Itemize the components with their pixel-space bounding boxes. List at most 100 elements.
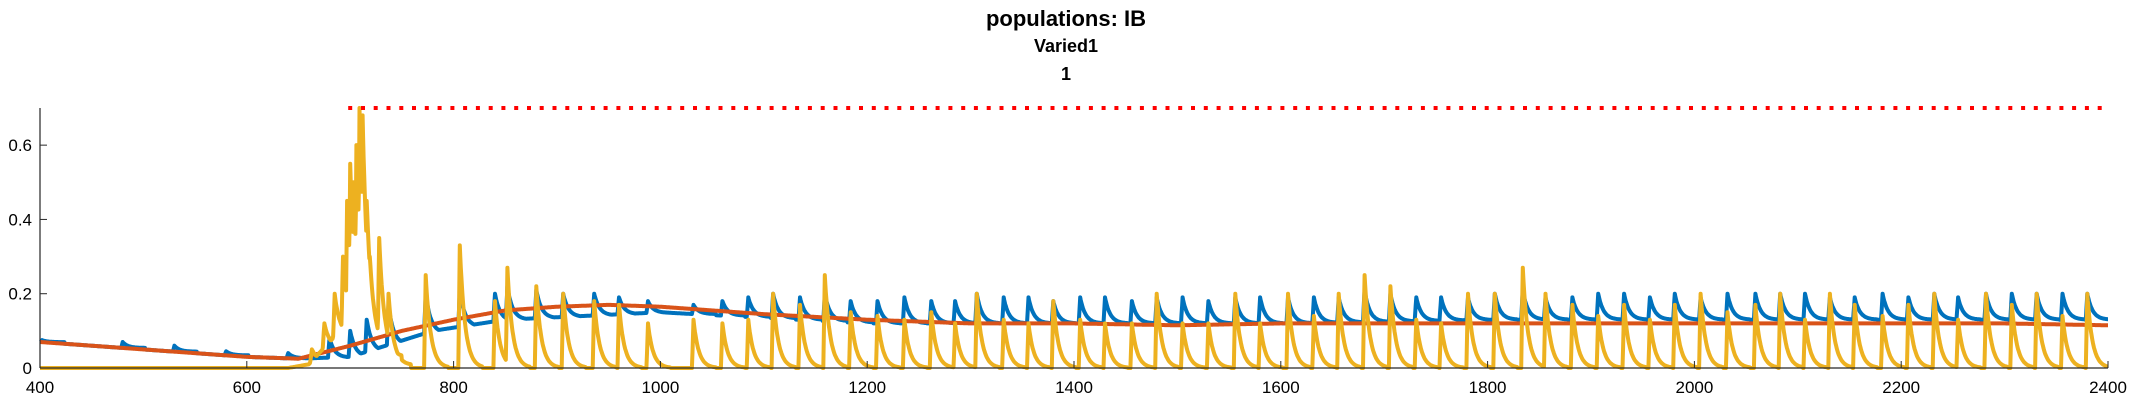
reference-dot [961,106,966,110]
reference-dot [578,106,583,110]
reference-dot [2072,106,2077,110]
reference-dot [616,106,621,110]
reference-dot [373,106,378,110]
reference-dot [667,106,672,110]
reference-dot [1586,106,1591,110]
reference-dot [1574,106,1579,110]
reference-dot [1625,106,1630,110]
reference-dot [1970,106,1974,110]
reference-dot [1088,106,1093,110]
chart-title: populations: IB [986,6,1146,31]
reference-dot [1420,106,1425,110]
reference-dot [2033,106,2038,110]
reference-dot [1906,106,1911,110]
reference-dot [475,106,480,110]
reference-dot [1191,106,1195,110]
reference-dot [820,106,825,110]
reference-dot [1867,106,1872,110]
reference-dot [680,106,685,110]
reference-dot [641,106,646,110]
reference-dot [552,106,557,110]
reference-dot [1982,106,1987,110]
reference-dot [846,106,851,110]
reference-dot [1293,106,1298,110]
reference-dot [1804,106,1808,110]
reference-dot [1472,106,1476,110]
reference-dot [386,106,391,110]
reference-dot [2008,106,2013,110]
reference-dot [859,106,863,110]
reference-dot [1599,106,1604,110]
y-tick-label: 0 [23,359,32,378]
reference-dot [973,106,978,110]
x-tick-label: 1400 [1055,378,1093,397]
reference-dot [1063,106,1068,110]
reference-dot [1957,106,1962,110]
reference-dot [348,106,353,110]
reference-dot [769,106,774,110]
y-tick-label: 0.4 [8,210,32,229]
reference-dot [2021,106,2026,110]
x-tick-label: 2000 [1675,378,1713,397]
reference-dot [744,106,749,110]
reference-dot [1510,106,1515,110]
reference-dot [1816,106,1821,110]
reference-dot [1318,106,1323,110]
reference-dot [693,106,697,110]
reference-dot [1740,106,1745,110]
reference-dot [1037,106,1042,110]
reference-dot [897,106,902,110]
reference-dot [1752,106,1757,110]
reference-dot [1331,106,1336,110]
x-tick-label: 2400 [2089,378,2127,397]
series-line-2 [38,302,2110,361]
reference-dot [527,106,531,110]
chart-subtitle-line1: Varied1 [1034,36,1098,56]
reference-dot [1242,106,1247,110]
reference-dot [1880,106,1885,110]
reference-dot [1369,106,1374,110]
y-tick-label: 0.2 [8,285,32,304]
reference-dot [501,106,506,110]
reference-dot [1765,106,1770,110]
reference-dot [1663,106,1668,110]
reference-dot [590,106,595,110]
reference-dot [1395,106,1400,110]
x-tick-label: 2200 [1882,378,1920,397]
reference-dot [1650,106,1655,110]
reference-dot [1229,106,1234,110]
x-tick-label: 600 [233,378,261,397]
reference-dot [948,106,953,110]
x-tick-label: 1600 [1262,378,1300,397]
reference-dot [488,106,493,110]
reference-dot [999,106,1004,110]
reference-dot [1050,106,1055,110]
reference-dot [2046,106,2051,110]
reference-dot [603,106,608,110]
reference-dot [1778,106,1783,110]
reference-dot [361,106,365,110]
reference-dot [1727,106,1732,110]
reference-dot [1842,106,1847,110]
reference-dot [1918,106,1923,110]
reference-dot [1382,106,1387,110]
reference-dot [2059,106,2064,110]
reference-dot [1127,106,1132,110]
reference-dot [756,106,761,110]
x-tick-label: 400 [26,378,54,397]
x-tick-label: 1800 [1469,378,1507,397]
reference-dot [654,106,659,110]
reference-dot [1025,106,1029,110]
reference-dot [1497,106,1502,110]
reference-dot [412,106,416,110]
reference-dot [1944,106,1949,110]
reference-dot [986,106,991,110]
x-tick-label: 1000 [641,378,679,397]
reference-dot [1433,106,1438,110]
x-tick-label: 1200 [848,378,886,397]
reference-dot [2084,106,2089,110]
reference-dot [2097,106,2102,110]
reference-dot [399,106,404,110]
reference-dot [1714,106,1719,110]
